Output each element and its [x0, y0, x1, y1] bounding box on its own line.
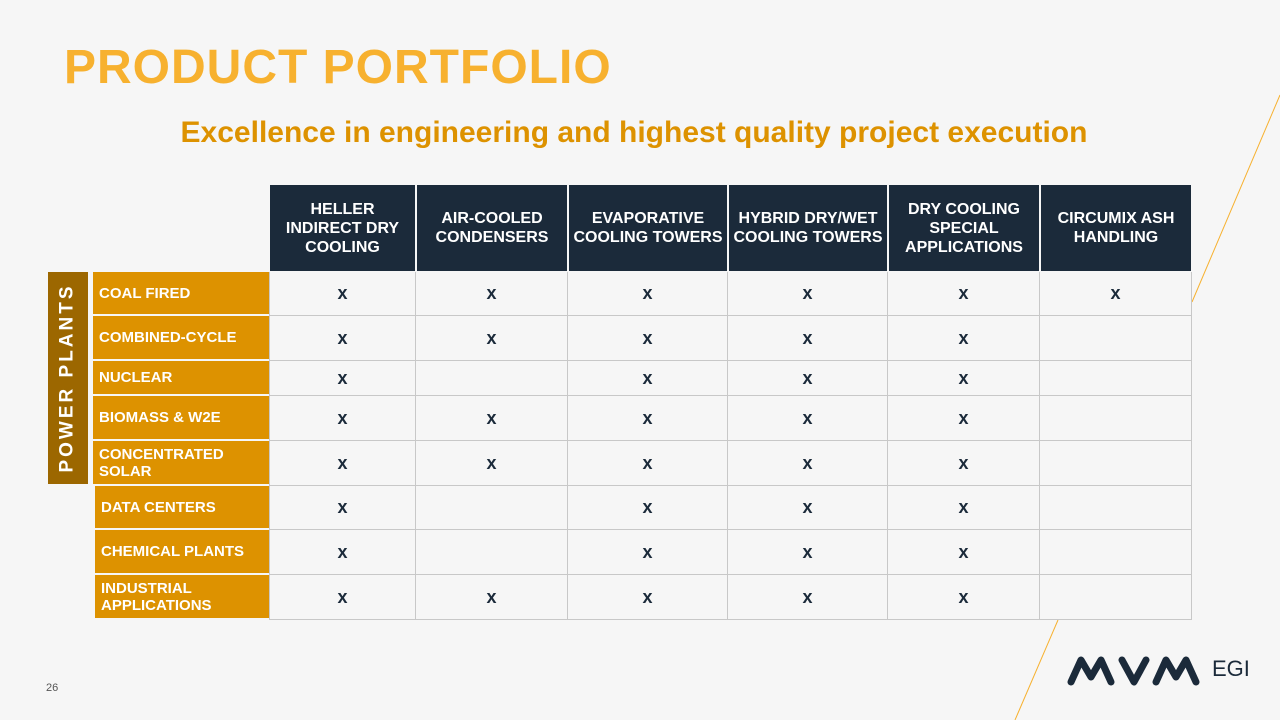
- table-cell: x: [728, 441, 888, 486]
- table-cell: x: [568, 361, 728, 396]
- table-cell: x: [888, 575, 1040, 620]
- table-cell: x: [728, 575, 888, 620]
- table-cell: x: [728, 486, 888, 530]
- row-label: COAL FIRED: [93, 272, 269, 316]
- table-cell: x: [269, 575, 416, 620]
- table-cell: x: [269, 486, 416, 530]
- column-header: HELLER INDIRECT DRY COOLING: [270, 185, 415, 271]
- column-header: CIRCUMIX ASH HANDLING: [1041, 185, 1191, 271]
- row-label: BIOMASS & W2E: [93, 396, 269, 441]
- table-cell: [416, 486, 568, 530]
- table-cell: x: [728, 396, 888, 441]
- table-cell: [1040, 575, 1192, 620]
- table-cell: x: [728, 272, 888, 316]
- table-cell: x: [888, 272, 1040, 316]
- row-label: NUCLEAR: [93, 361, 269, 396]
- mvm-egi-logo: EGI: [1066, 652, 1256, 697]
- table-cell: [1040, 441, 1192, 486]
- table-cell: x: [568, 486, 728, 530]
- table-cell: x: [888, 441, 1040, 486]
- table-cell: x: [568, 441, 728, 486]
- svg-text:EGI: EGI: [1212, 656, 1250, 681]
- column-header: DRY COOLING SPECIAL APPLICATIONS: [889, 185, 1039, 271]
- table-cell: x: [416, 272, 568, 316]
- table-cell: x: [568, 316, 728, 361]
- row-label: CONCENTRATED SOLAR: [93, 441, 269, 486]
- table-cell: x: [568, 530, 728, 575]
- table-cell: x: [568, 396, 728, 441]
- table-cell: x: [269, 272, 416, 316]
- row-label: INDUSTRIAL APPLICATIONS: [95, 575, 269, 620]
- table-cell: [1040, 316, 1192, 361]
- table-cell: [1040, 361, 1192, 396]
- table-cell: x: [888, 361, 1040, 396]
- row-label: DATA CENTERS: [95, 486, 269, 530]
- table-cell: x: [416, 441, 568, 486]
- table-cell: x: [888, 530, 1040, 575]
- table-cell: x: [728, 361, 888, 396]
- group-label-text: POWER PLANTS: [57, 283, 78, 473]
- table-cell: x: [416, 316, 568, 361]
- logo-icon: EGI: [1067, 656, 1250, 686]
- page-title: PRODUCT PORTFOLIO: [64, 41, 612, 94]
- column-header: AIR-COOLED CONDENSERS: [417, 185, 567, 271]
- column-header: EVAPORATIVE COOLING TOWERS: [569, 185, 727, 271]
- table-cell: [1040, 486, 1192, 530]
- table-cell: [416, 361, 568, 396]
- row-label: CHEMICAL PLANTS: [95, 530, 269, 575]
- table-cell: x: [728, 530, 888, 575]
- table-cell: x: [728, 316, 888, 361]
- table-cell: x: [269, 361, 416, 396]
- table-cell: x: [888, 486, 1040, 530]
- row-label: COMBINED-CYCLE: [93, 316, 269, 361]
- table-cell: x: [568, 575, 728, 620]
- table-cell: x: [888, 396, 1040, 441]
- table-cell: x: [269, 530, 416, 575]
- table-cell: x: [416, 575, 568, 620]
- table-cell: x: [568, 272, 728, 316]
- table-cell: x: [269, 396, 416, 441]
- table-cell: x: [416, 396, 568, 441]
- table-cell: x: [269, 316, 416, 361]
- table-cell: x: [1040, 272, 1192, 316]
- page-subtitle: Excellence in engineering and highest qu…: [180, 116, 1088, 149]
- page-number: 26: [46, 682, 59, 694]
- table-cell: [1040, 530, 1192, 575]
- power-plants-group-label: POWER PLANTS: [48, 272, 88, 484]
- table-cell: [416, 530, 568, 575]
- table-cell: x: [888, 316, 1040, 361]
- table-cell: x: [269, 441, 416, 486]
- column-header: HYBRID DRY/WET COOLING TOWERS: [729, 185, 887, 271]
- table-cell: [1040, 396, 1192, 441]
